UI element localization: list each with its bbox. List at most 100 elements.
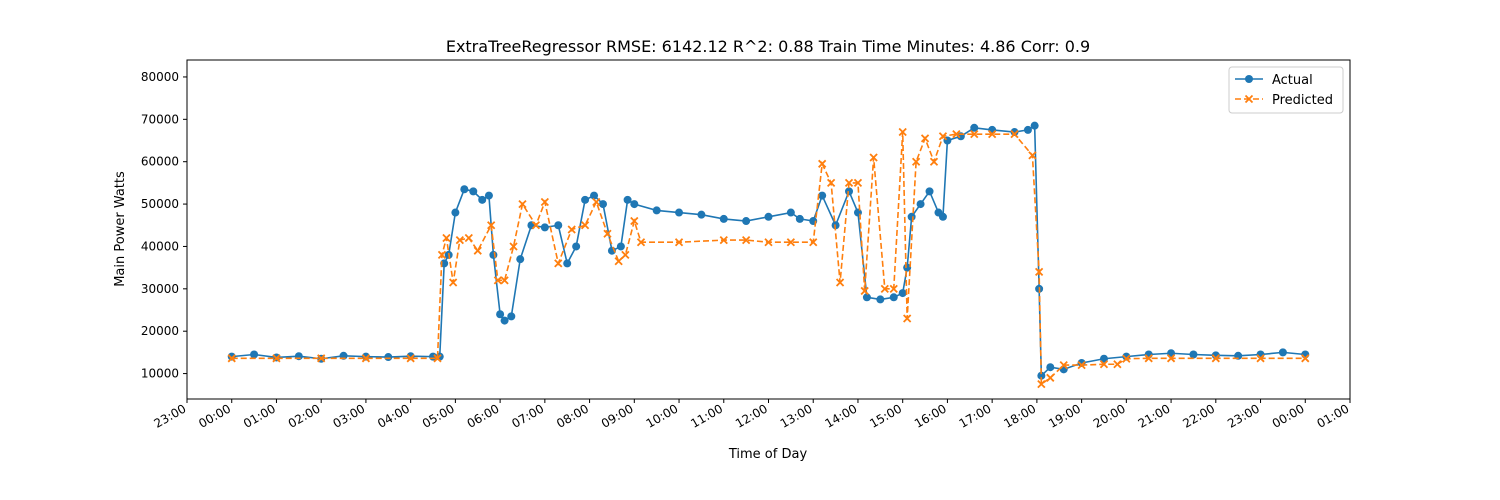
data-point-predicted [809,238,818,247]
data-point-predicted-stroke [580,221,590,230]
data-point-predicted [636,238,646,247]
x-tick-label: 23:00 [1225,401,1262,430]
x-tick-label: 18:00 [1001,401,1038,430]
data-point-predicted [1034,267,1044,277]
data-point-predicted-stroke [493,276,503,285]
data-point-predicted [592,197,601,207]
data-point-predicted [826,178,836,188]
data-point-predicted-stroke [531,221,541,230]
legend-label-actual: Actual [1272,73,1313,88]
data-point-actual [1037,371,1046,380]
data-point-actual [742,217,751,226]
data-point-actual [862,293,871,302]
x-tick-label: 20:00 [1091,401,1128,430]
data-point-predicted [540,197,549,207]
data-point-actual [786,208,795,217]
data-point-predicted [554,259,563,268]
data-point-actual [507,312,516,321]
x-tick-label: 22:00 [1180,401,1217,430]
data-point-predicted-stroke [869,153,878,162]
data-point-actual [889,293,898,302]
data-point-predicted-stroke [952,130,961,139]
data-point-predicted [1099,360,1109,369]
data-point-predicted-stroke [970,130,979,139]
data-point-predicted-stroke [1059,360,1068,370]
data-point-predicted [764,238,773,247]
x-tick-label: 09:00 [599,401,636,430]
data-point-actual [572,242,581,251]
data-point-actual [970,123,979,132]
data-point-predicted [614,257,623,266]
data-point-predicted [1211,354,1220,363]
x-tick-label: 00:00 [196,401,233,430]
data-point-actual [623,195,632,204]
data-point-predicted [880,284,889,293]
data-point-predicted [1077,360,1086,370]
data-point-actual [988,125,997,134]
data-point-actual [384,353,393,362]
x-tick-label: 11:00 [688,401,725,430]
data-point-actual [795,214,804,223]
data-point-predicted-stroke [272,354,281,363]
data-point-predicted [1010,130,1019,139]
data-point-actual [1189,350,1198,359]
data-point-actual [675,208,684,217]
data-point-predicted-stroke [487,221,496,230]
data-point-predicted [898,127,907,137]
data-point-predicted [406,354,415,363]
data-point-predicted-stroke [764,238,773,247]
data-point-actual [540,223,549,232]
data-point-predicted-stroke [518,199,527,209]
data-point-predicted-stroke [509,242,518,251]
data-point-predicted [493,276,503,285]
x-tick-label: 01:00 [241,401,278,430]
legend-marker-predicted [1244,94,1254,104]
data-point-predicted [1166,354,1176,363]
data-point-predicted-stroke [1122,354,1131,363]
data-point-predicted [1122,354,1131,363]
data-point-predicted-stroke [567,225,576,234]
data-point-predicted-stroke [1037,380,1046,389]
x-tick-label: 03:00 [330,401,367,430]
x-tick-label: 15:00 [867,401,904,430]
data-point-predicted [1028,151,1037,160]
data-point-predicted-stroke [1256,354,1265,363]
data-point-predicted-stroke [437,250,447,260]
data-point-predicted [1059,360,1068,370]
data-point-predicted-stroke [1099,360,1109,369]
data-point-predicted [449,278,458,287]
data-point-predicted [437,250,447,260]
data-point-predicted-stroke [898,127,907,137]
data-point-actual [581,195,590,204]
data-point-predicted [317,354,326,363]
data-point-predicted-stroke [880,284,889,293]
data-point-actual [489,250,498,259]
data-point-predicted-stroke [889,284,898,293]
data-point-predicted [518,199,527,209]
data-point-predicted-stroke [920,134,930,143]
data-point-predicted-stroke [473,246,482,255]
data-point-actual [938,212,947,221]
data-point-predicted [455,235,464,245]
data-point-actual [652,206,661,215]
data-point-predicted [741,235,751,245]
data-point-predicted-stroke [1113,360,1122,369]
data-point-predicted-stroke [1028,151,1037,160]
data-point-predicted-stroke [603,229,612,238]
y-tick-label: 20000 [141,324,179,338]
x-tick-label: 08:00 [554,401,591,430]
y-tick-label: 50000 [141,197,179,211]
data-point-predicted [903,314,912,323]
y-axis-label: Main Power Watts [113,171,128,287]
data-point-actual [1023,125,1032,134]
data-point-predicted-stroke [406,354,415,363]
data-point-predicted-stroke [449,278,458,287]
data-point-predicted-stroke [500,276,509,285]
data-point-predicted-stroke [826,178,836,188]
data-point-predicted-stroke [621,250,630,260]
x-tick-label: 05:00 [420,401,457,430]
data-point-actual [876,295,885,304]
data-point-predicted-stroke [1077,360,1086,370]
data-point-actual [1030,121,1039,130]
